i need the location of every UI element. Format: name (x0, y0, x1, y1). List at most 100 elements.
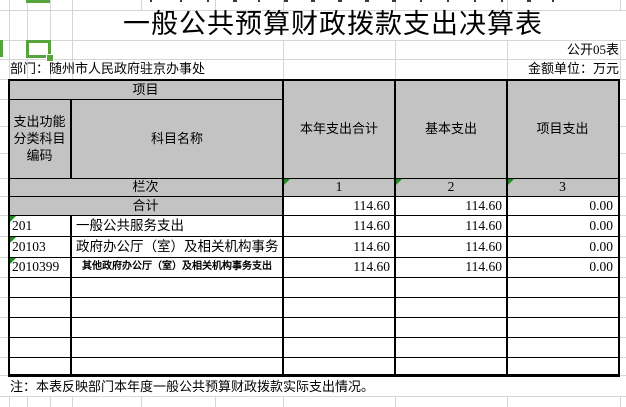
row-2-name-cell[interactable]: 政府办公厅（室）及相关机构事务 (76, 239, 279, 254)
gridline (620, 79, 626, 80)
cropped-glyph-dash (447, 0, 449, 2)
gridline (72, 396, 73, 407)
gridline (620, 375, 626, 376)
gridline (620, 196, 626, 197)
gridline (620, 0, 621, 10)
gridline (395, 0, 396, 10)
row-2-total-cell[interactable]: 114.60 (353, 239, 390, 254)
gridline (0, 153, 8, 154)
row-3-project-cell[interactable]: 0.00 (589, 259, 613, 274)
gridline (0, 59, 626, 60)
cropped-glyph-dash (552, 0, 554, 2)
error-indicator-triangle (10, 237, 16, 243)
row-3-basic-cell[interactable]: 114.60 (465, 259, 502, 274)
basic-header-cell[interactable]: 基本支出 (424, 121, 477, 136)
code-header-cell[interactable]: 支出功能分类科目编码 (13, 114, 66, 163)
table-code-cell[interactable]: 公开05表 (566, 42, 619, 57)
note-cell[interactable]: 注：本表反映部门本年度一般公共预算财政拨款实际支出情况。 (10, 379, 375, 394)
lanci-col-3-cell[interactable]: 3 (559, 179, 566, 194)
row-total-project-cell[interactable]: 0.00 (589, 198, 613, 213)
gridline (0, 79, 8, 80)
row-1-total-cell[interactable]: 114.60 (353, 218, 390, 233)
table-border-right (618, 79, 620, 377)
col-divider-code-name-header (70, 99, 72, 178)
cropped-glyph-dash (233, 0, 237, 2)
row-1-code-cell[interactable]: 201 (12, 218, 33, 233)
error-indicator-triangle (10, 258, 16, 264)
error-indicator-triangle (284, 179, 290, 185)
gridline (620, 153, 626, 154)
row-3-total-cell[interactable]: 114.60 (353, 259, 390, 274)
selection-edge-artifact-left (0, 40, 3, 57)
gridline (0, 357, 8, 358)
gridline (27, 0, 28, 79)
gridline (0, 257, 8, 258)
gridline (27, 396, 28, 407)
name-header-fill (71, 99, 283, 178)
gridline (0, 317, 8, 318)
row-divider (8, 178, 620, 179)
cropped-glyph-dash (365, 0, 369, 2)
row-3-name-cell[interactable]: 其他政府办公厅（室）及相关机构事务支出 (82, 261, 272, 272)
row-total-label-cell[interactable]: 合计 (132, 198, 159, 213)
department-cell[interactable]: 部门：随州市人民政府驻京办事处 (10, 61, 206, 76)
cropped-glyph-dash (150, 0, 152, 2)
gridline (620, 126, 626, 127)
gridline (620, 99, 626, 100)
row-divider (8, 215, 620, 216)
row-1-project-cell[interactable]: 0.00 (589, 218, 613, 233)
gridline (9, 0, 10, 79)
cropped-glyph-dash (392, 0, 396, 2)
gridline (620, 317, 626, 318)
gridline (620, 396, 621, 407)
row-divider (8, 99, 283, 100)
lanci-col-1-cell[interactable]: 1 (335, 179, 343, 194)
gridline (283, 0, 284, 10)
lanci-label-cell[interactable]: 栏次 (132, 179, 159, 194)
gridline (283, 396, 284, 407)
gridline (620, 277, 626, 278)
gridline (0, 277, 8, 278)
row-divider (8, 317, 620, 318)
row-total-total-cell[interactable]: 114.60 (353, 198, 390, 213)
gridline (141, 0, 142, 10)
row-3-code-cell[interactable]: 2010399 (12, 259, 60, 274)
row-1-name-cell[interactable]: 一般公共服务支出 (76, 218, 184, 233)
col-divider-name-total (282, 80, 284, 375)
gridline (0, 126, 8, 127)
table-border-left (8, 79, 10, 377)
lanci-col-2-cell[interactable]: 2 (447, 179, 455, 194)
gridline (0, 375, 8, 376)
error-indicator-triangle (10, 216, 16, 222)
row-2-project-cell[interactable]: 0.00 (589, 239, 613, 254)
gridline (50, 0, 51, 79)
active-cell-selection[interactable] (26, 40, 51, 58)
gridline (0, 196, 8, 197)
total-row-label-fill (8, 196, 283, 215)
project-header-cell[interactable]: 项目 (132, 82, 159, 97)
row-2-code-cell[interactable]: 20103 (12, 239, 46, 254)
gridline (0, 396, 626, 397)
cropped-glyph-dash (207, 0, 209, 2)
name-header-cell[interactable]: 科目名称 (150, 130, 203, 146)
lanci-row-fill (8, 178, 620, 196)
row-2-basic-cell[interactable]: 114.60 (465, 239, 502, 254)
total-header-cell[interactable]: 本年支出合计 (299, 121, 378, 136)
row-1-basic-cell[interactable]: 114.60 (465, 218, 502, 233)
row-divider (8, 337, 620, 338)
fill-handle[interactable] (47, 55, 53, 61)
gridline (0, 10, 626, 11)
cropped-glyph-dash (338, 0, 342, 2)
unit-cell[interactable]: 金额单位：万元 (527, 61, 619, 76)
gridline (0, 236, 8, 237)
project-header-fill (8, 80, 283, 99)
page-title[interactable]: 一般公共预算财政拨款支出决算表 (123, 9, 543, 39)
project-col-header-cell[interactable]: 项目支出 (536, 121, 589, 136)
row-total-basic-cell[interactable]: 114.60 (465, 198, 502, 213)
gridline (0, 297, 8, 298)
total-header-fill (283, 80, 395, 178)
gridline (215, 396, 216, 407)
row-divider (8, 196, 620, 197)
gridline (141, 396, 142, 407)
